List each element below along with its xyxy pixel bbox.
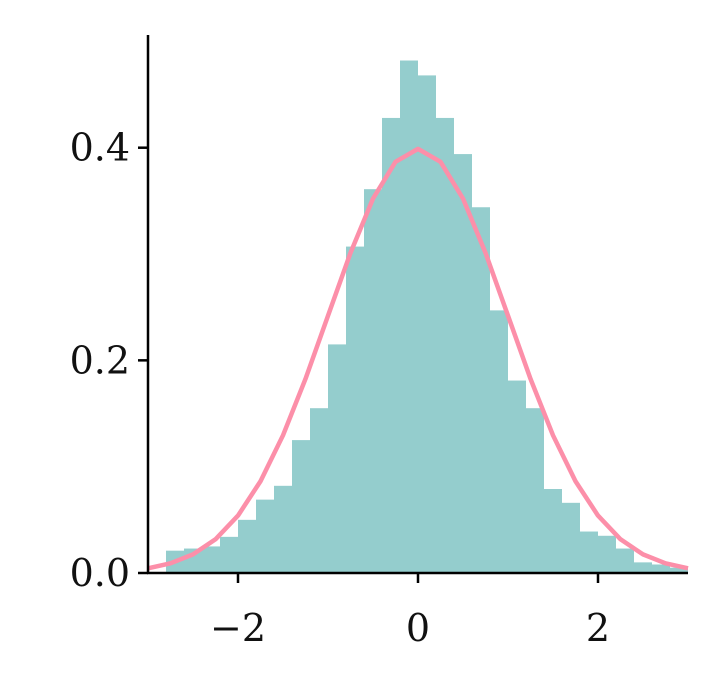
bar [616, 548, 634, 573]
bar [400, 60, 418, 574]
bar [418, 75, 436, 573]
bar [490, 310, 508, 573]
y-tick-label: 0.4 [70, 126, 130, 170]
bar [256, 499, 274, 573]
bar [472, 207, 490, 573]
bar [382, 117, 400, 574]
bar [598, 535, 616, 573]
bar [562, 502, 580, 573]
bar [292, 440, 310, 573]
bar [454, 154, 472, 573]
bar [508, 380, 526, 573]
y-tick-label: 0.2 [70, 338, 130, 382]
bar [544, 489, 562, 573]
x-tick-label: −2 [210, 606, 266, 650]
bar [364, 189, 382, 573]
bar [328, 344, 346, 573]
bar [526, 408, 544, 573]
bar [580, 531, 598, 573]
bar [436, 117, 454, 574]
bar [310, 408, 328, 573]
x-tick-label: 2 [586, 606, 610, 650]
bar [220, 536, 238, 573]
bar [274, 485, 292, 573]
bar [652, 564, 670, 573]
x-tick-label: 0 [406, 606, 430, 650]
bar [202, 546, 220, 573]
bar [634, 562, 652, 573]
bar [346, 246, 364, 574]
bar [670, 567, 688, 573]
density-line [147, 146, 689, 571]
y-tick-label: 0.0 [70, 551, 130, 595]
bar [238, 519, 256, 573]
